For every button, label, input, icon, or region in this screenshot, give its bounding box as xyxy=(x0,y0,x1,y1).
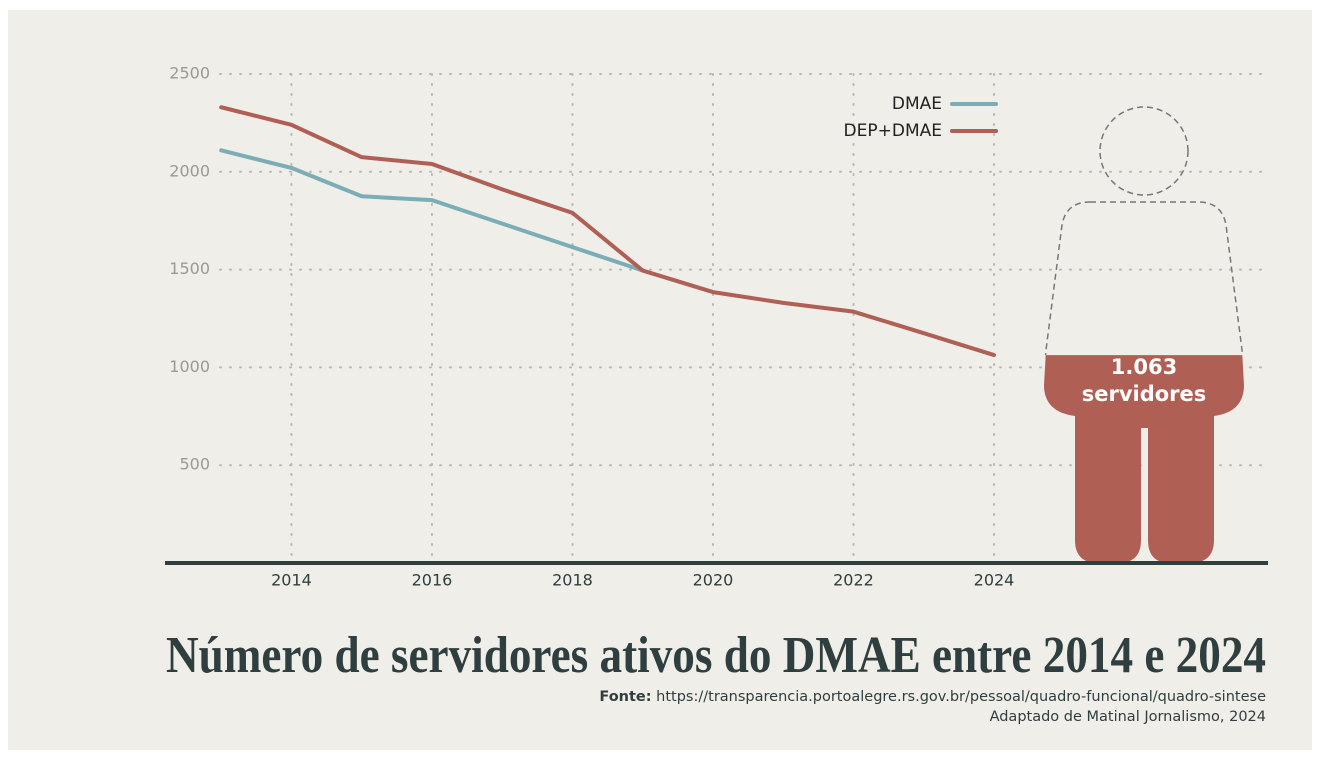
x-tick-label: 2016 xyxy=(412,571,453,590)
source-url: https://transparencia.portoalegre.rs.gov… xyxy=(656,689,1266,705)
y-tick-label: 2000 xyxy=(169,161,210,180)
line xyxy=(219,148,645,273)
person-fill xyxy=(1044,355,1244,563)
credit: Adaptado de Matinal Jornalismo, 2024 xyxy=(990,709,1266,725)
x-tick-label: 2022 xyxy=(833,571,874,590)
y-tick-label: 1000 xyxy=(169,357,210,376)
legend-label: DEP+DMAE xyxy=(844,121,942,141)
source: Fonte: https://transparencia.portoalegre… xyxy=(599,689,1266,705)
y-tick-label: 500 xyxy=(179,455,210,474)
person-head xyxy=(1099,106,1189,196)
x-tick-label: 2020 xyxy=(693,571,734,590)
annotation: 1.063 xyxy=(1111,355,1177,379)
annotation: servidores xyxy=(1082,382,1207,406)
x-tick-label: 2014 xyxy=(271,571,312,590)
source-label: Fonte: xyxy=(599,689,651,705)
line xyxy=(219,105,997,358)
legend-label: DMAE xyxy=(892,94,942,114)
x-tick-label: 2024 xyxy=(974,571,1015,590)
y-tick-label: 1500 xyxy=(169,259,210,278)
x-tick-label: 2018 xyxy=(552,571,593,590)
y-tick-label: 2500 xyxy=(169,64,210,83)
chart-title: Número de servidores ativos do DMAE entr… xyxy=(166,627,1266,684)
